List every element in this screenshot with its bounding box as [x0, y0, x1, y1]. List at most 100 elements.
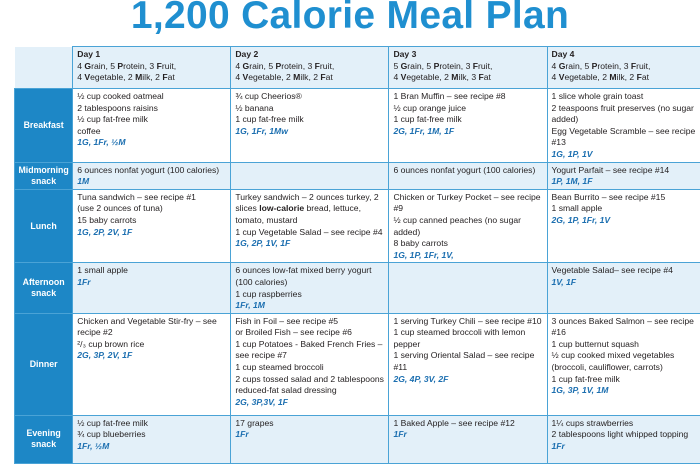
menu-line: 1 cup fat-free milk [393, 114, 542, 126]
row-dinner: Dinner Chicken and Vegetable Stir-fry – … [15, 313, 700, 415]
menu-line: 1 Baked Apple – see recipe #12 [393, 418, 542, 430]
servings-line-1: 5 Grain, 5 Protein, 3 Fruit, [393, 61, 542, 73]
servings-line-2: 4 Vegetable, 2 Milk, 2 Fat [235, 72, 384, 84]
serving-code: 2G, 1Fr, 1M, 1F [393, 126, 542, 138]
lunch-day4: Bean Burrito – see recipe #15 1 small ap… [547, 189, 700, 263]
breakfast-day1: ½ cup cooked oatmeal 2 tablespoons raisi… [73, 89, 231, 163]
menu-line: coffee [77, 126, 226, 138]
serving-code: 1P, 1M, 1F [552, 176, 700, 188]
servings-line-2: 4 Vegetable, 2 Milk, 2 Fat [77, 72, 226, 84]
menu-line: Vegetable Salad– see recipe #4 [552, 265, 700, 277]
serving-code: 2G, 3P,3V, 1F [235, 397, 384, 409]
midmorning-day1: 6 ounces nonfat yogurt (100 calories) 1M [73, 162, 231, 189]
menu-line: ½ cup canned peaches (no sugar added) [393, 215, 542, 238]
breakfast-day3: 1 Bran Muffin – see recipe #8 ½ cup oran… [389, 89, 547, 163]
serving-code: 1G, 1Fr, 1Mw [235, 126, 384, 138]
afternoon-day3 [389, 263, 547, 313]
menu-line: 1 small apple [552, 203, 700, 215]
row-lunch: Lunch Tuna sandwich – see recipe #1 (use… [15, 189, 700, 263]
serving-code: 1V, 1F [552, 277, 700, 289]
menu-line: 1 Bran Muffin – see recipe #8 [393, 91, 542, 103]
menu-line: ¾ cup Cheerios® [235, 91, 384, 103]
menu-line: Yogurt Parfait – see recipe #14 [552, 165, 700, 177]
row-breakfast: Breakfast ½ cup cooked oatmeal 2 tablesp… [15, 89, 700, 163]
serving-code: 1M [77, 176, 226, 188]
dinner-day2: Fish in Foil – see recipe #5 or Broiled … [231, 313, 389, 415]
breakfast-day4: 1 slice whole grain toast 2 teaspoons fr… [547, 89, 700, 163]
day-header-4: Day 4 4 Grain, 5 Protein, 3 Fruit, 4 Veg… [547, 47, 700, 89]
menu-line: 15 baby carrots [77, 215, 226, 227]
servings-line-2: 4 Vegetable, 2 Milk, 3 Fat [393, 72, 542, 84]
row-label-lunch: Lunch [15, 189, 73, 263]
row-label-evening: Evening snack [15, 415, 73, 463]
menu-line: 1¼ cups strawberries [552, 418, 700, 430]
low-calorie-emphasis: low-calorie [259, 203, 304, 213]
day-title: Day 2 [235, 49, 384, 61]
serving-code: 1G, 2P, 1V, 1F [235, 238, 384, 250]
menu-line: 1 cup fat-free milk [552, 374, 700, 386]
afternoon-day2: 6 ounces low-fat mixed berry yogurt (100… [231, 263, 389, 313]
menu-line: ½ cup cooked oatmeal [77, 91, 226, 103]
afternoon-day4: Vegetable Salad– see recipe #4 1V, 1F [547, 263, 700, 313]
lunch-day3: Chicken or Turkey Pocket – see recipe #9… [389, 189, 547, 263]
servings-line-1: 4 Grain, 5 Protein, 3 Fruit, [552, 61, 700, 73]
serving-code: 2G, 4P, 3V, 2F [393, 374, 542, 386]
menu-line: 1 slice whole grain toast [552, 91, 700, 103]
menu-line: 3 ounces Baked Salmon – see recipe #16 [552, 316, 700, 339]
evening-day1: ½ cup fat-free milk ¾ cup blueberries 1F… [73, 415, 231, 463]
menu-line: 1 cup steamed broccoli with lemon pepper [393, 327, 542, 350]
row-afternoon: Afternoon snack 1 small apple 1Fr 6 ounc… [15, 263, 700, 313]
serving-code: 1Fr, ½M [77, 441, 226, 453]
menu-line: 2 tablespoons light whipped topping [552, 429, 700, 441]
midmorning-day4: Yogurt Parfait – see recipe #14 1P, 1M, … [547, 162, 700, 189]
menu-line: or Broiled Fish – see recipe #6 [235, 327, 384, 339]
menu-line: 6 ounces nonfat yogurt (100 calories) [77, 165, 226, 177]
evening-day2: 17 grapes 1Fr [231, 415, 389, 463]
menu-line: Fish in Foil – see recipe #5 [235, 316, 384, 328]
page-title: 1,200 Calorie Meal Plan [0, 0, 700, 38]
day-header-2: Day 2 4 Grain, 5 Protein, 3 Fruit, 4 Veg… [231, 47, 389, 89]
servings-line-2: 4 Vegetable, 2 Milk, 2 Fat [552, 72, 700, 84]
row-label-dinner: Dinner [15, 313, 73, 415]
menu-line: 1 cup Vegetable Salad – see recipe #4 [235, 227, 384, 239]
menu-line: 17 grapes [235, 418, 384, 430]
menu-line: 1 cup raspberries [235, 289, 384, 301]
menu-line: 1 cup steamed broccoli [235, 362, 384, 374]
menu-line: 1 serving Oriental Salad – see recipe #1… [393, 350, 542, 373]
menu-line: ½ cup cooked mixed vegetables (broccoli,… [552, 350, 700, 373]
serving-code: 2G, 1P, 1Fr, 1V [552, 215, 700, 227]
menu-line: Chicken or Turkey Pocket – see recipe #9 [393, 192, 542, 215]
serving-code: 1Fr [235, 429, 384, 441]
header-row: Day 1 4 Grain, 5 Protein, 3 Fruit, 4 Veg… [15, 47, 700, 89]
menu-line: 1 cup fat-free milk [235, 114, 384, 126]
row-evening: Evening snack ½ cup fat-free milk ¾ cup … [15, 415, 700, 463]
lunch-day2: Turkey sandwich – 2 ounces turkey, 2 sli… [231, 189, 389, 263]
menu-line: ½ cup fat-free milk [77, 418, 226, 430]
menu-line: 1 serving Turkey Chili – see recipe #10 [393, 316, 542, 328]
dinner-day1: Chicken and Vegetable Stir-fry – see rec… [73, 313, 231, 415]
row-label-afternoon: Afternoon snack [15, 263, 73, 313]
menu-line: 1 cup Potatoes - Baked French Fries – se… [235, 339, 384, 362]
menu-line: ¾ cup blueberries [77, 429, 226, 441]
serving-code: 1G, 1Fr, ½M [77, 137, 226, 149]
breakfast-day2: ¾ cup Cheerios® ½ banana 1 cup fat-free … [231, 89, 389, 163]
menu-line: Egg Vegetable Scramble – see recipe #13 [552, 126, 700, 149]
day-header-1: Day 1 4 Grain, 5 Protein, 3 Fruit, 4 Veg… [73, 47, 231, 89]
menu-line: ²/₃ cup brown rice [77, 339, 226, 351]
serving-code: 2G, 3P, 2V, 1F [77, 350, 226, 362]
day-title: Day 1 [77, 49, 226, 61]
menu-line: 1 small apple [77, 265, 226, 277]
row-label-midmorning: Midmorning snack [15, 162, 73, 189]
meal-plan-table: Day 1 4 Grain, 5 Protein, 3 Fruit, 4 Veg… [14, 46, 700, 464]
menu-line: ½ banana [235, 103, 384, 115]
row-label-breakfast: Breakfast [15, 89, 73, 163]
dinner-day4: 3 ounces Baked Salmon – see recipe #16 1… [547, 313, 700, 415]
midmorning-day2 [231, 162, 389, 189]
afternoon-day1: 1 small apple 1Fr [73, 263, 231, 313]
menu-line: 2 teaspoons fruit preserves (no sugar ad… [552, 103, 700, 126]
servings-line-1: 4 Grain, 5 Protein, 3 Fruit, [235, 61, 384, 73]
servings-line-1: 4 Grain, 5 Protein, 3 Fruit, [77, 61, 226, 73]
midmorning-day3: 6 ounces nonfat yogurt (100 calories) [389, 162, 547, 189]
serving-code: 1Fr [393, 429, 542, 441]
menu-line: Chicken and Vegetable Stir-fry – see rec… [77, 316, 226, 339]
